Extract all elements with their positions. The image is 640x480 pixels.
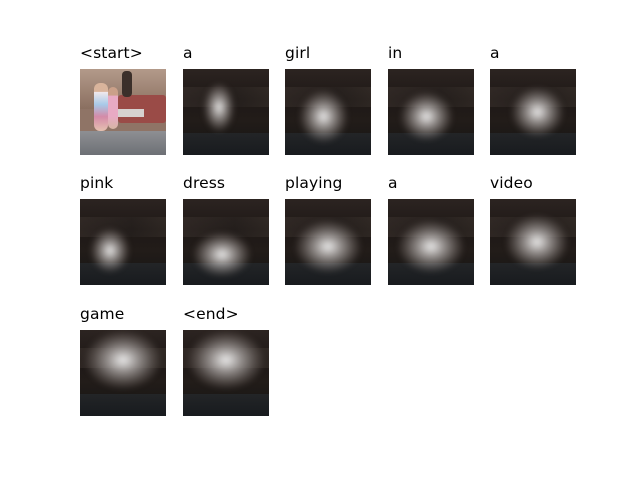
word-cell: game xyxy=(80,305,166,416)
attention-highlight xyxy=(398,220,464,273)
attention-map xyxy=(388,199,474,285)
attention-map xyxy=(285,199,371,285)
attention-highlight xyxy=(511,88,564,136)
word-label: a xyxy=(388,174,398,192)
attention-highlight xyxy=(507,216,568,268)
attention-map xyxy=(490,69,576,155)
word-label: a xyxy=(490,44,500,62)
word-cell: video xyxy=(490,174,576,285)
word-label: in xyxy=(388,44,403,62)
attention-map xyxy=(285,69,371,155)
attention-map xyxy=(183,330,269,416)
source-photo xyxy=(80,69,166,155)
word-label: <end> xyxy=(183,305,239,323)
attention-map xyxy=(388,69,474,155)
word-cell: a xyxy=(183,44,269,155)
attention-highlight xyxy=(204,84,235,132)
attention-highlight xyxy=(189,332,263,389)
word-label: dress xyxy=(183,174,226,192)
attention-highlight xyxy=(300,90,348,143)
word-label: pink xyxy=(80,174,114,192)
attention-map xyxy=(183,69,269,155)
word-label: game xyxy=(80,305,125,323)
word-label: video xyxy=(490,174,533,192)
attention-map xyxy=(80,199,166,285)
word-cell: dress xyxy=(183,174,269,285)
attention-map xyxy=(80,330,166,416)
word-cell: in xyxy=(388,44,474,155)
word-label: girl xyxy=(285,44,311,62)
attention-highlight xyxy=(400,92,453,140)
word-cell: <end> xyxy=(183,305,269,416)
word-cell: a xyxy=(490,44,576,155)
word-cell: <start> xyxy=(80,44,166,155)
attention-highlight xyxy=(193,233,250,277)
word-cell: a xyxy=(388,174,474,285)
attention-map xyxy=(183,199,269,285)
word-cell: girl xyxy=(285,44,371,155)
word-cell: pink xyxy=(80,174,166,285)
word-cell: playing xyxy=(285,174,371,285)
word-label: playing xyxy=(285,174,343,192)
attention-highlight xyxy=(86,332,160,389)
word-label: a xyxy=(183,44,193,62)
attention-highlight xyxy=(90,229,130,273)
attention-highlight xyxy=(295,220,361,273)
word-label: <start> xyxy=(80,44,143,62)
attention-map xyxy=(490,199,576,285)
